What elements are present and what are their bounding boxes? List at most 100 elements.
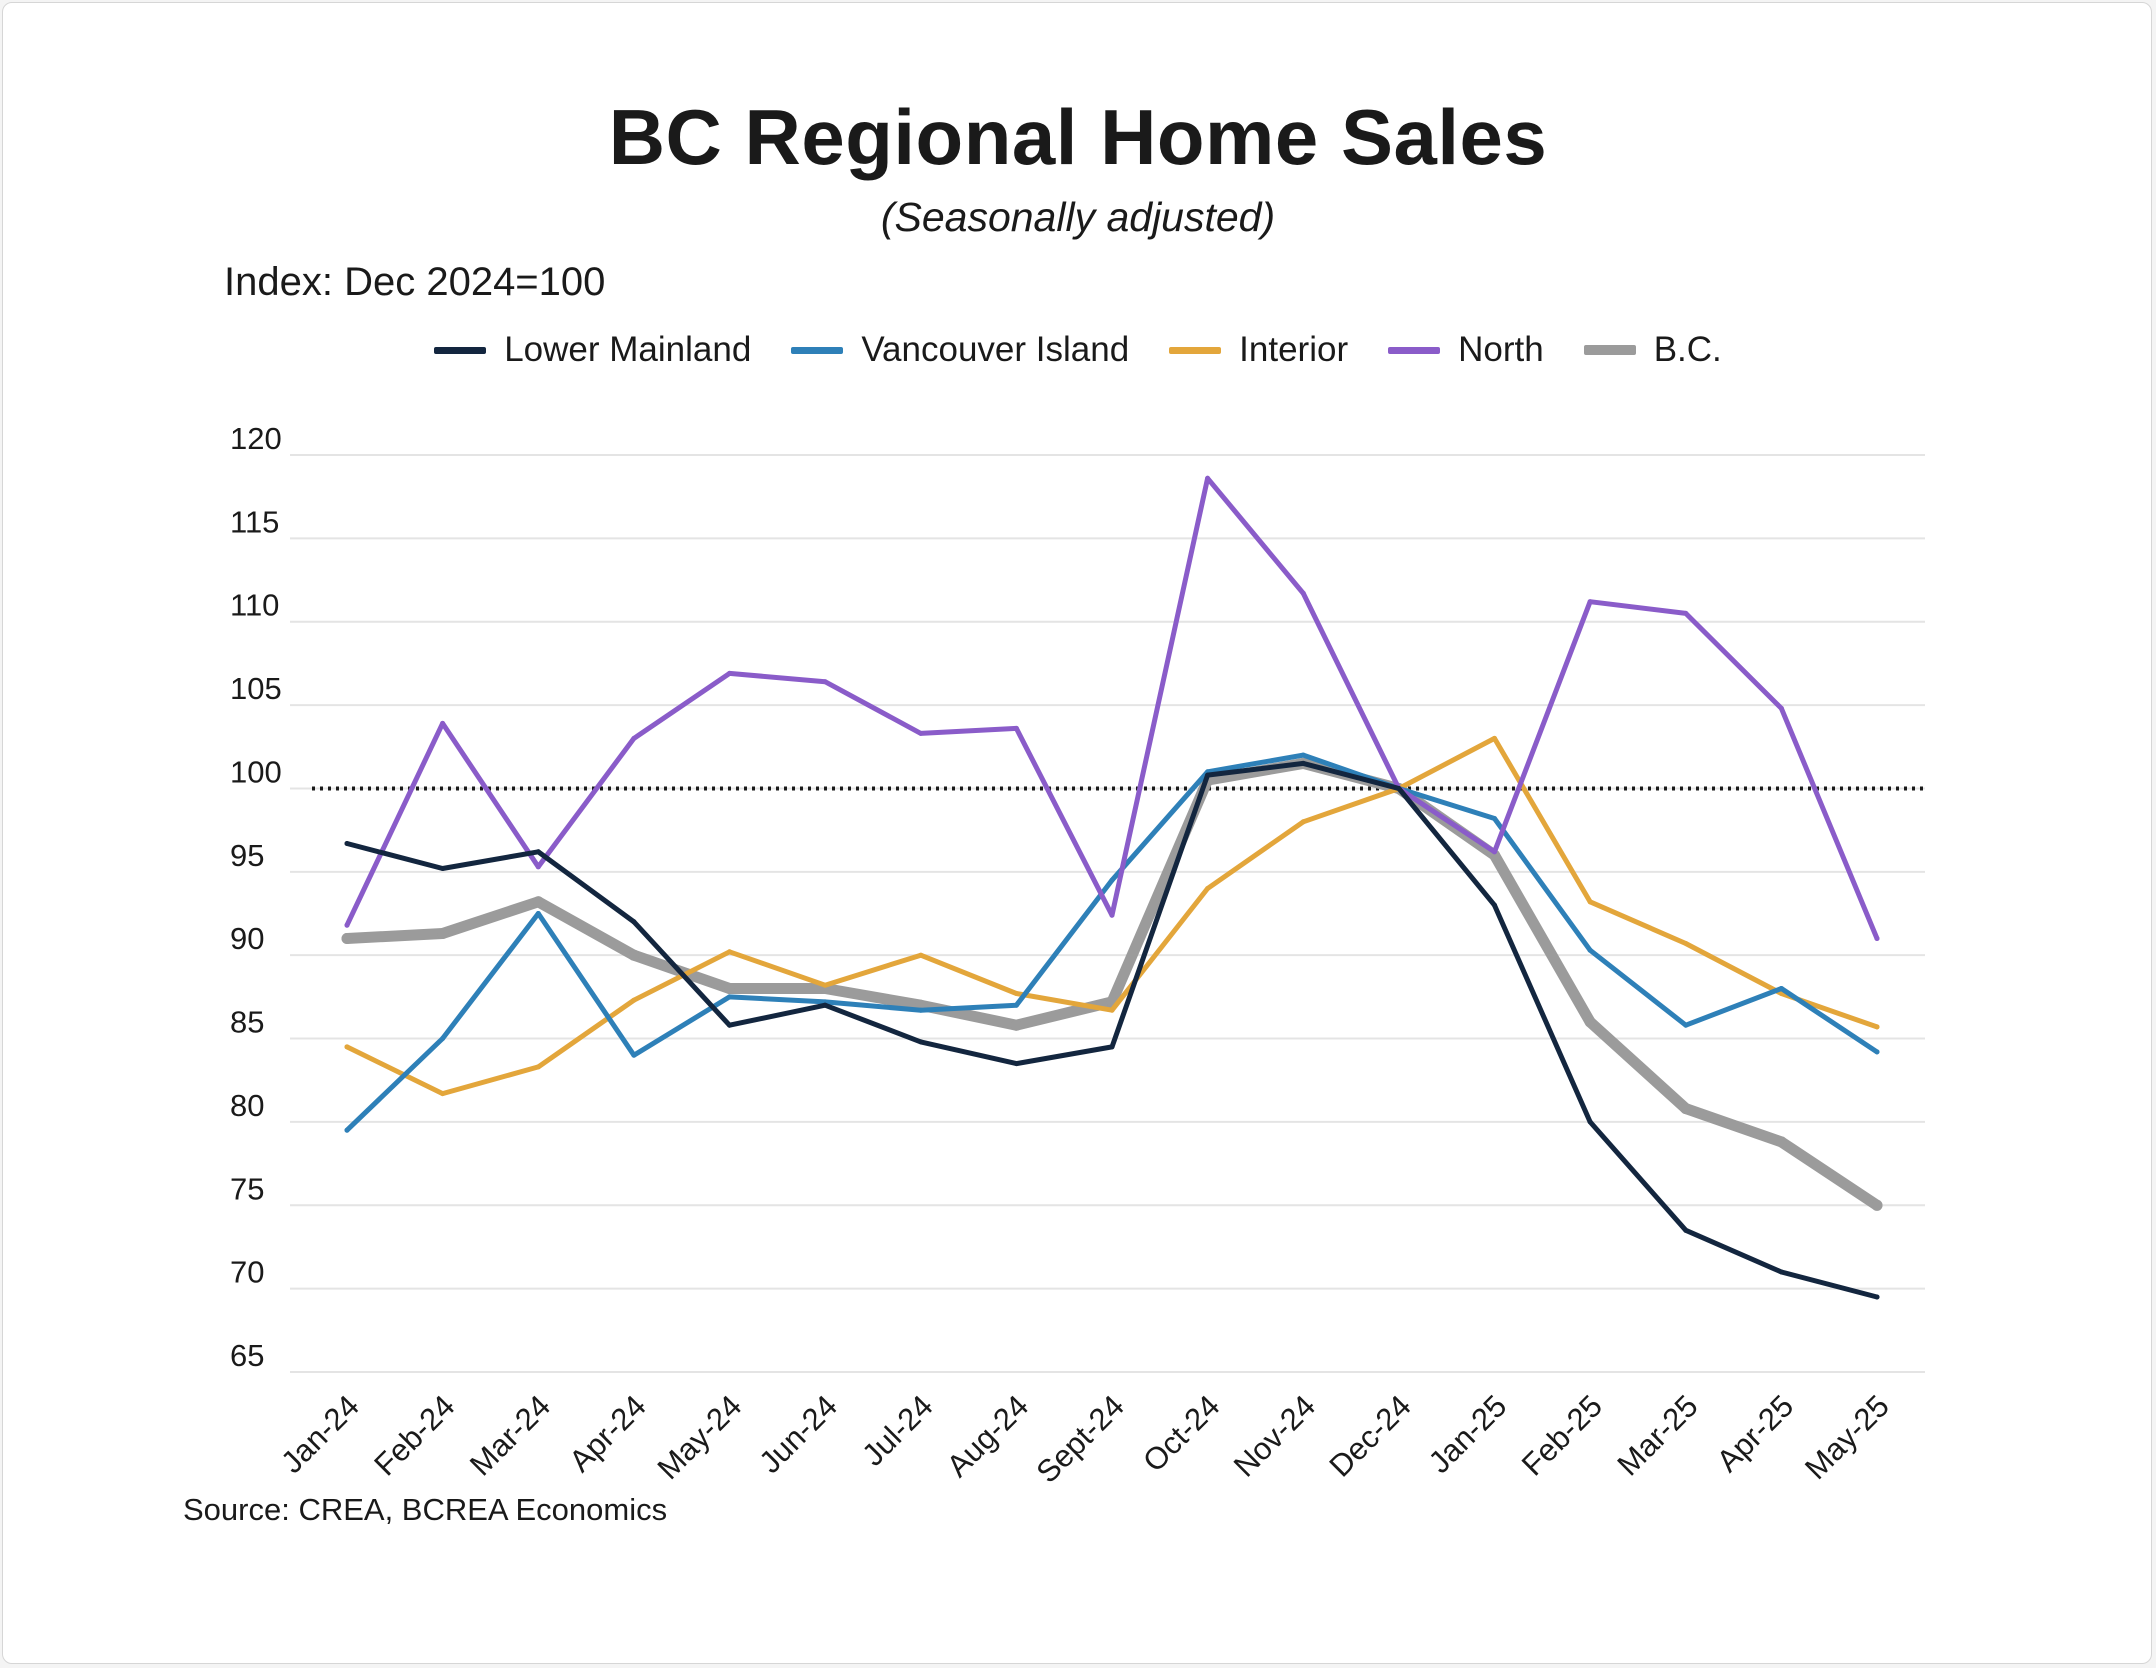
data-point — [1871, 1199, 1883, 1211]
chart-subtitle: (Seasonally adjusted) — [880, 194, 1276, 240]
data-point — [1109, 912, 1115, 918]
data-point — [1300, 752, 1306, 758]
legend-item-north: North — [1388, 330, 1544, 370]
legend-label: Lower Mainland — [504, 330, 752, 369]
data-point — [1778, 986, 1784, 991]
data-point — [1874, 1049, 1880, 1055]
data-point — [1680, 1103, 1692, 1115]
data-point — [1775, 1136, 1787, 1148]
data-point — [440, 720, 446, 726]
data-point — [628, 949, 640, 961]
data-point — [341, 933, 353, 944]
data-point — [437, 928, 449, 939]
x-tick-label: Jan-24 — [274, 1388, 366, 1480]
y-tick-label: 85 — [230, 1005, 264, 1040]
data-point — [727, 994, 732, 1000]
data-point — [344, 841, 350, 846]
legend-label: Interior — [1239, 330, 1349, 369]
data-point — [822, 679, 828, 685]
x-tick-label: Jan-25 — [1422, 1388, 1514, 1480]
data-point — [1300, 760, 1306, 766]
data-point — [631, 919, 637, 925]
data-point — [344, 1127, 350, 1133]
data-point — [1683, 941, 1689, 946]
data-point — [1683, 1227, 1689, 1233]
x-tick-label: Jun-24 — [752, 1388, 844, 1480]
x-tick-label: Mar-24 — [463, 1388, 557, 1482]
data-point — [1874, 1024, 1880, 1030]
data-point — [631, 1052, 637, 1058]
data-point — [631, 735, 637, 741]
legend-swatch — [791, 346, 844, 354]
data-point — [1205, 475, 1211, 481]
data-point — [440, 866, 446, 871]
data-point — [822, 1002, 828, 1008]
source-note: Source: CREA, BCREA Economics — [183, 1492, 668, 1527]
data-point — [1492, 849, 1497, 855]
legend-item-bc: B.C. — [1583, 330, 1722, 370]
data-point — [727, 949, 732, 955]
data-point — [1492, 816, 1497, 821]
data-point — [535, 864, 541, 870]
data-point — [535, 849, 541, 855]
data-point — [1778, 705, 1784, 711]
data-point — [1205, 886, 1211, 891]
data-point — [1492, 902, 1497, 908]
data-point — [532, 896, 544, 908]
y-tick-label: 105 — [230, 671, 282, 706]
data-point — [1205, 772, 1211, 778]
data-point — [535, 911, 541, 916]
x-tick-label: Oct-24 — [1136, 1388, 1227, 1479]
legend-swatch — [1583, 345, 1636, 355]
data-point — [918, 1007, 924, 1013]
data-point — [724, 983, 735, 994]
data-point — [1013, 991, 1019, 996]
data-point — [1109, 1044, 1115, 1050]
x-tick-label: Feb-24 — [367, 1388, 461, 1482]
legend-label: Vancouver Island — [861, 330, 1130, 369]
x-tick-label: Aug-24 — [940, 1388, 1035, 1483]
y-tick-label: 70 — [230, 1255, 264, 1290]
y-tick-label: 95 — [230, 838, 264, 873]
data-point — [727, 670, 732, 676]
x-tick-label: Nov-24 — [1227, 1388, 1322, 1483]
data-point — [344, 922, 350, 928]
x-tick-label: Mar-25 — [1611, 1388, 1705, 1482]
y-tick-label: 80 — [230, 1088, 264, 1123]
series-line-lower-mainland — [344, 760, 1880, 1300]
x-tick-label: Apr-24 — [562, 1388, 653, 1479]
y-tick-label: 100 — [230, 754, 282, 789]
x-tick-label: Jul-24 — [855, 1388, 939, 1472]
data-point — [1778, 1269, 1784, 1275]
data-point — [1587, 599, 1593, 605]
y-tick-label: 90 — [230, 921, 264, 956]
data-point — [344, 1044, 350, 1050]
y-tick-label: 75 — [230, 1171, 264, 1206]
data-point — [1109, 877, 1115, 883]
legend-swatch — [434, 346, 487, 354]
data-point — [1874, 936, 1880, 941]
data-point — [440, 1091, 446, 1097]
data-point — [1013, 1002, 1019, 1008]
y-tick-label: 110 — [230, 588, 279, 623]
y-axis-label: Index: Dec 2024=100 — [224, 260, 606, 304]
x-tick-label: Feb-25 — [1515, 1388, 1609, 1482]
legend-swatch — [1388, 346, 1441, 354]
x-tick-label: Sept-24 — [1029, 1388, 1131, 1490]
data-point — [1396, 786, 1402, 791]
data-point — [631, 997, 637, 1003]
data-point — [918, 1039, 924, 1045]
data-point — [1013, 725, 1019, 731]
data-point — [727, 1022, 732, 1028]
data-point — [1492, 735, 1497, 741]
data-point — [918, 952, 924, 958]
data-point — [1109, 1007, 1115, 1013]
data-point — [1587, 947, 1593, 953]
data-point — [1584, 1016, 1596, 1028]
y-tick-label: 65 — [230, 1338, 264, 1373]
chart-title: BC Regional Home Sales — [608, 93, 1548, 181]
data-point — [440, 1036, 446, 1041]
data-point — [535, 1064, 541, 1070]
legend-swatch — [1169, 346, 1222, 354]
